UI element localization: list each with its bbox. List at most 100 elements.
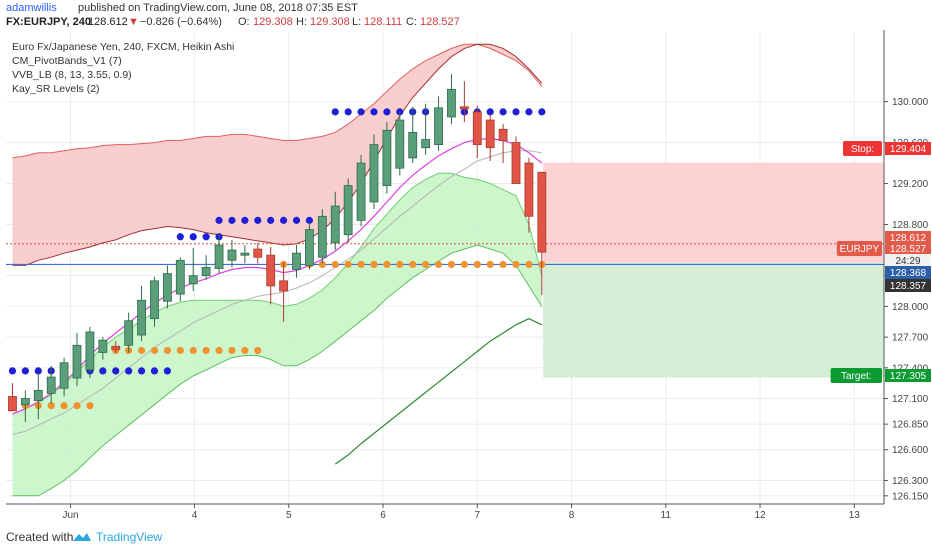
orange-pivot-dot [486,260,494,269]
close-label: C: [406,16,417,28]
created-with-text: Created with [6,530,74,544]
y-tick-label: 130.000 [892,97,929,108]
blue-pivot-dot [137,367,146,375]
blue-pivot-dot [254,216,262,224]
x-tick-label: 12 [754,510,766,521]
blue-pivot-dot [21,367,29,375]
legend-indicator-sr-levels: Kay_SR Levels (2) [12,83,100,95]
tradingview-logo-icon [73,533,91,541]
candle-body [72,344,82,379]
candle-body [356,162,366,221]
orange-pivot-dot [473,260,481,269]
y-tick-label: 127.400 [892,363,929,374]
green-band-lower-line [12,244,543,497]
green-band-area [12,173,542,496]
orange-pivot-dot [370,260,378,269]
candle-body [227,249,237,261]
red-band-area [12,44,542,266]
footer-bar: Created with TradingView [0,522,932,550]
blue-pivot-dot [34,367,42,375]
candle-body [343,185,353,236]
price-badge-label: 127.305 [890,371,927,382]
candle-body [150,280,159,320]
chart-legend: Euro Fx/Japanese Yen, 240, FXCM, Heikin … [12,40,234,96]
x-tick-label: 5 [286,510,292,521]
orange-pivot-dot [47,402,55,410]
orange-pivot-dot [176,346,184,355]
blue-pivot-dot [163,367,171,375]
published-text: published on TradingView.com, June 08, 2… [78,2,358,14]
orange-pivot-dot [525,260,533,269]
blue-pivot-dot [499,108,507,116]
blue-pivot-dot [99,367,107,375]
price-badge [885,142,931,155]
open-value: 129.308 [253,16,293,28]
candle-body [20,398,30,406]
y-tick-label: 129.200 [892,179,929,190]
author-link[interactable]: adamwillis [6,2,57,14]
red-band-lower-line [12,43,543,266]
candle-body [317,215,327,258]
price-badge-label: 128.368 [890,268,927,279]
open-label: O: [238,16,250,28]
orange-pivot-dot [254,346,262,355]
orange-pivot-dot [396,260,404,269]
candle-body [472,111,482,146]
candle-body [459,106,469,110]
price-badge [885,279,931,292]
price-badge [885,266,931,279]
orange-pivot-dot [318,260,326,269]
blue-pivot-dot [344,108,352,116]
orange-pivot-dot [241,346,249,355]
level-tag-label: Stop: [851,144,874,155]
candle-body [524,162,534,217]
tradingview-brand[interactable]: TradingView [96,530,163,544]
level-tag-label: EURJPY [840,244,880,255]
legend-indicator-vvb: VVB_LB (8, 13, 3.55, 0.9) [12,69,132,81]
blue-pivot-dot [189,233,197,241]
blue-pivot-dot [176,233,184,241]
low-value: 128.111 [364,16,403,28]
blue-pivot-dot [228,216,236,224]
blue-pivot-dot [370,108,378,116]
orange-pivot-dot [202,346,210,355]
price-badge-label: 128.357 [890,281,927,292]
plot-area [6,32,884,504]
candle-body [85,331,95,371]
dark-green-line [334,318,543,465]
orange-pivot-dot [150,346,159,355]
blue-pivot-dot [305,216,314,224]
orange-pivot-dot [357,260,365,269]
price-badge [885,242,931,255]
orange-pivot-dot [499,260,507,269]
blue-pivot-dot [292,216,301,224]
last-price: 128.612 [88,16,128,28]
candle-body [46,376,56,394]
y-tick-label: 128.800 [892,220,929,231]
orange-pivot-dot [331,260,339,269]
blue-pivot-dot [280,216,288,224]
level-tag-label: Target: [841,371,872,382]
orange-pivot-dot [383,260,391,269]
orange-pivot-dot [344,260,352,269]
down-arrow-icon: ▼ [128,16,139,28]
orange-pivot-dot [137,346,146,355]
candle-body [8,396,17,412]
candle-body [511,142,521,184]
x-tick-label: 4 [192,510,198,521]
price-badge [885,254,931,267]
candle-body [137,299,146,336]
orange-pivot-dot [460,260,468,269]
x-tick-label: 6 [380,510,386,521]
price-chart[interactable]: 126.150 126.300 126.600 126.850 127.100 127.4… [0,30,932,522]
price-badge [885,231,931,244]
y-tick-label: 126.850 [892,420,929,431]
level-tag [830,368,882,383]
y-tick-label: 126.300 [892,476,929,487]
candle-body [162,273,172,302]
legend-series: Euro Fx/Japanese Yen, 240, FXCM, Heikin … [12,41,235,53]
stop-loss-zone [543,162,884,263]
orange-pivot-dot [189,346,197,355]
candle-body [330,205,340,244]
x-tick-label: 8 [569,510,575,521]
